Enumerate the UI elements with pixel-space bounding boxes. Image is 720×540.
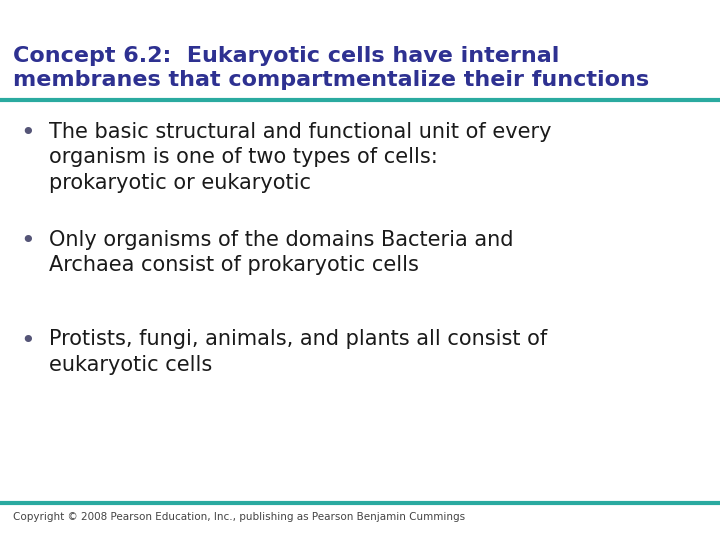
Text: Copyright © 2008 Pearson Education, Inc., publishing as Pearson Benjamin Cumming: Copyright © 2008 Pearson Education, Inc.… xyxy=(13,512,465,522)
Text: Concept 6.2:  Eukaryotic cells have internal: Concept 6.2: Eukaryotic cells have inter… xyxy=(13,46,559,66)
Text: •: • xyxy=(20,329,35,353)
Text: Only organisms of the domains Bacteria and
Archaea consist of prokaryotic cells: Only organisms of the domains Bacteria a… xyxy=(49,230,513,275)
Text: membranes that compartmentalize their functions: membranes that compartmentalize their fu… xyxy=(13,70,649,90)
Text: •: • xyxy=(20,122,35,145)
Text: The basic structural and functional unit of every
organism is one of two types o: The basic structural and functional unit… xyxy=(49,122,552,193)
Text: Protists, fungi, animals, and plants all consist of
eukaryotic cells: Protists, fungi, animals, and plants all… xyxy=(49,329,547,375)
Text: •: • xyxy=(20,230,35,253)
